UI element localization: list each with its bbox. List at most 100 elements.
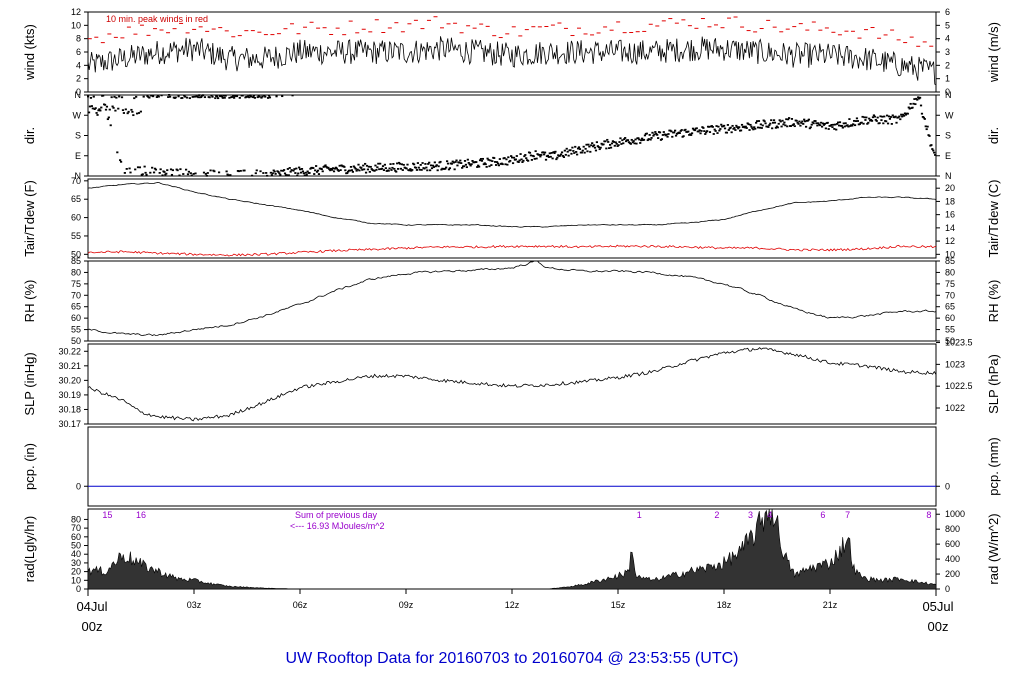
dir-point	[867, 121, 870, 124]
pcp-ylabel-left: pcp. (in)	[22, 443, 37, 490]
x-tick-label: 21z	[823, 600, 838, 610]
dir-point	[661, 134, 664, 136]
dir-point	[115, 96, 118, 99]
dir-point	[924, 125, 927, 128]
radiation-area	[87, 508, 937, 590]
dir-point	[445, 166, 448, 169]
dir-point	[543, 153, 546, 156]
dir-ticklabel-right: N	[945, 90, 952, 100]
dir-point	[725, 131, 729, 134]
rh-ticklabel-right: 60	[945, 313, 955, 323]
dir-point	[625, 140, 628, 143]
dir-point	[176, 169, 179, 172]
dir-point	[455, 159, 458, 162]
dir-point	[854, 120, 858, 122]
dir-point	[450, 162, 453, 165]
dir-point	[911, 106, 914, 109]
dir-point	[544, 158, 548, 161]
dir-point	[771, 127, 774, 130]
x-tick-label: 18z	[717, 600, 732, 610]
dir-point	[109, 124, 112, 127]
dir-point	[248, 96, 251, 99]
dir-point	[847, 125, 850, 128]
dir-point	[616, 145, 619, 147]
dir-point	[784, 124, 787, 127]
radiation-sum-note: Sum of previous day	[295, 510, 378, 520]
dir-point	[243, 169, 246, 172]
dir-point	[812, 122, 815, 125]
dir-point	[517, 161, 520, 163]
dir-point	[767, 126, 770, 128]
dir-point	[370, 168, 373, 170]
dir-point	[620, 143, 623, 145]
dir-point	[883, 115, 886, 118]
dir-point	[707, 125, 711, 128]
dir-point	[90, 105, 93, 107]
dir-point	[376, 166, 379, 169]
rh-ylabel-right: RH (%)	[986, 280, 1001, 323]
dir-point	[315, 170, 319, 173]
dir-point	[484, 163, 487, 166]
wind-ticklabel-right: 4	[945, 34, 950, 44]
dir-point	[768, 124, 771, 127]
dir-point	[559, 153, 563, 156]
dir-point	[400, 163, 403, 166]
dir-point	[775, 125, 778, 128]
slp-ticklabel-left: 30.18	[58, 404, 81, 414]
dir-point	[716, 132, 719, 134]
dir-point	[434, 165, 437, 168]
temp-ticklabel-left: 60	[71, 213, 81, 223]
dir-point	[402, 163, 405, 166]
x-tick-label: 12z	[505, 600, 520, 610]
dir-point	[198, 94, 201, 97]
dir-point	[189, 172, 192, 175]
rad-ticklabel-right: 800	[945, 524, 960, 534]
dir-point	[894, 115, 897, 118]
dir-point	[900, 113, 903, 116]
slp-ticklabel-left: 30.20	[58, 375, 81, 385]
dir-point	[730, 131, 733, 134]
hour-marker-label: 1	[637, 510, 642, 520]
dir-point	[657, 137, 660, 139]
dir-point	[287, 174, 290, 177]
dir-point	[756, 126, 760, 129]
dir-point	[811, 121, 814, 124]
dir-point	[185, 96, 189, 99]
dir-point	[777, 122, 780, 125]
dir-point	[671, 135, 674, 138]
dir-point	[608, 147, 611, 150]
dir-point	[357, 163, 360, 166]
dir-point	[853, 119, 856, 122]
dir-point	[920, 112, 924, 115]
dir-point	[347, 170, 350, 173]
dir-point	[152, 95, 155, 98]
dir-point	[277, 170, 280, 173]
dir-point	[451, 160, 454, 163]
dir-point	[684, 128, 687, 131]
dir-point	[708, 131, 712, 133]
dir-point	[396, 167, 400, 170]
dir-ticklabel-right: W	[945, 110, 954, 120]
dir-point	[408, 169, 411, 172]
dir-point	[504, 163, 507, 166]
dir-point	[552, 151, 555, 154]
dir-point	[705, 131, 708, 134]
dir-point	[827, 128, 830, 130]
dir-point	[113, 95, 116, 98]
dir-point	[695, 127, 698, 130]
dir-point	[426, 169, 429, 172]
dir-point	[137, 112, 141, 114]
dir-point	[456, 164, 459, 167]
dir-point	[312, 167, 315, 169]
dir-point	[409, 168, 412, 170]
dir-point	[295, 167, 298, 170]
dir-point	[869, 119, 873, 121]
panel-frame-temp	[87, 178, 937, 259]
dir-point	[606, 138, 609, 141]
dir-point	[609, 146, 613, 149]
dir-point	[848, 118, 851, 120]
dir-point	[792, 123, 795, 126]
dir-point	[454, 161, 457, 163]
dir-point	[478, 159, 482, 162]
dir-point	[489, 159, 492, 162]
